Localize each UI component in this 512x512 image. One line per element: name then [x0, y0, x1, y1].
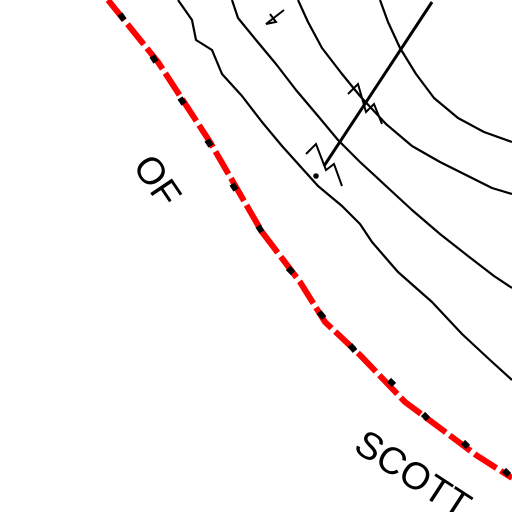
boundary-tick	[501, 467, 512, 478]
boundary-red-dash	[105, 0, 512, 481]
contour-line-inner-1	[296, 0, 512, 196]
boundary-line	[105, 0, 512, 481]
break-symbol	[305, 142, 343, 187]
contour-lines	[177, 0, 512, 381]
boundary-tick	[255, 224, 265, 234]
boundary-tick	[316, 310, 327, 320]
contour-line-inner-2	[378, 0, 512, 144]
boundary-ticks	[117, 12, 512, 478]
boundary-tick	[149, 54, 159, 64]
break-symbol	[347, 82, 383, 125]
boundary-tick	[229, 182, 239, 192]
boundary-tick	[117, 12, 127, 22]
boundary-tick	[177, 96, 187, 106]
boundary-tick	[347, 343, 358, 353]
break-symbol	[265, 9, 285, 25]
contour-line-outer	[177, 0, 512, 381]
boundary-tick	[204, 138, 214, 148]
break-symbol-dot	[313, 173, 319, 179]
boundary-tick	[420, 411, 431, 422]
boundary-tick	[386, 377, 397, 388]
contour-line-middle	[230, 0, 512, 289]
boundary-tick	[285, 265, 296, 276]
diagonal-line	[322, 1, 434, 167]
boundary-tick	[460, 439, 471, 450]
break-symbols	[265, 9, 383, 187]
